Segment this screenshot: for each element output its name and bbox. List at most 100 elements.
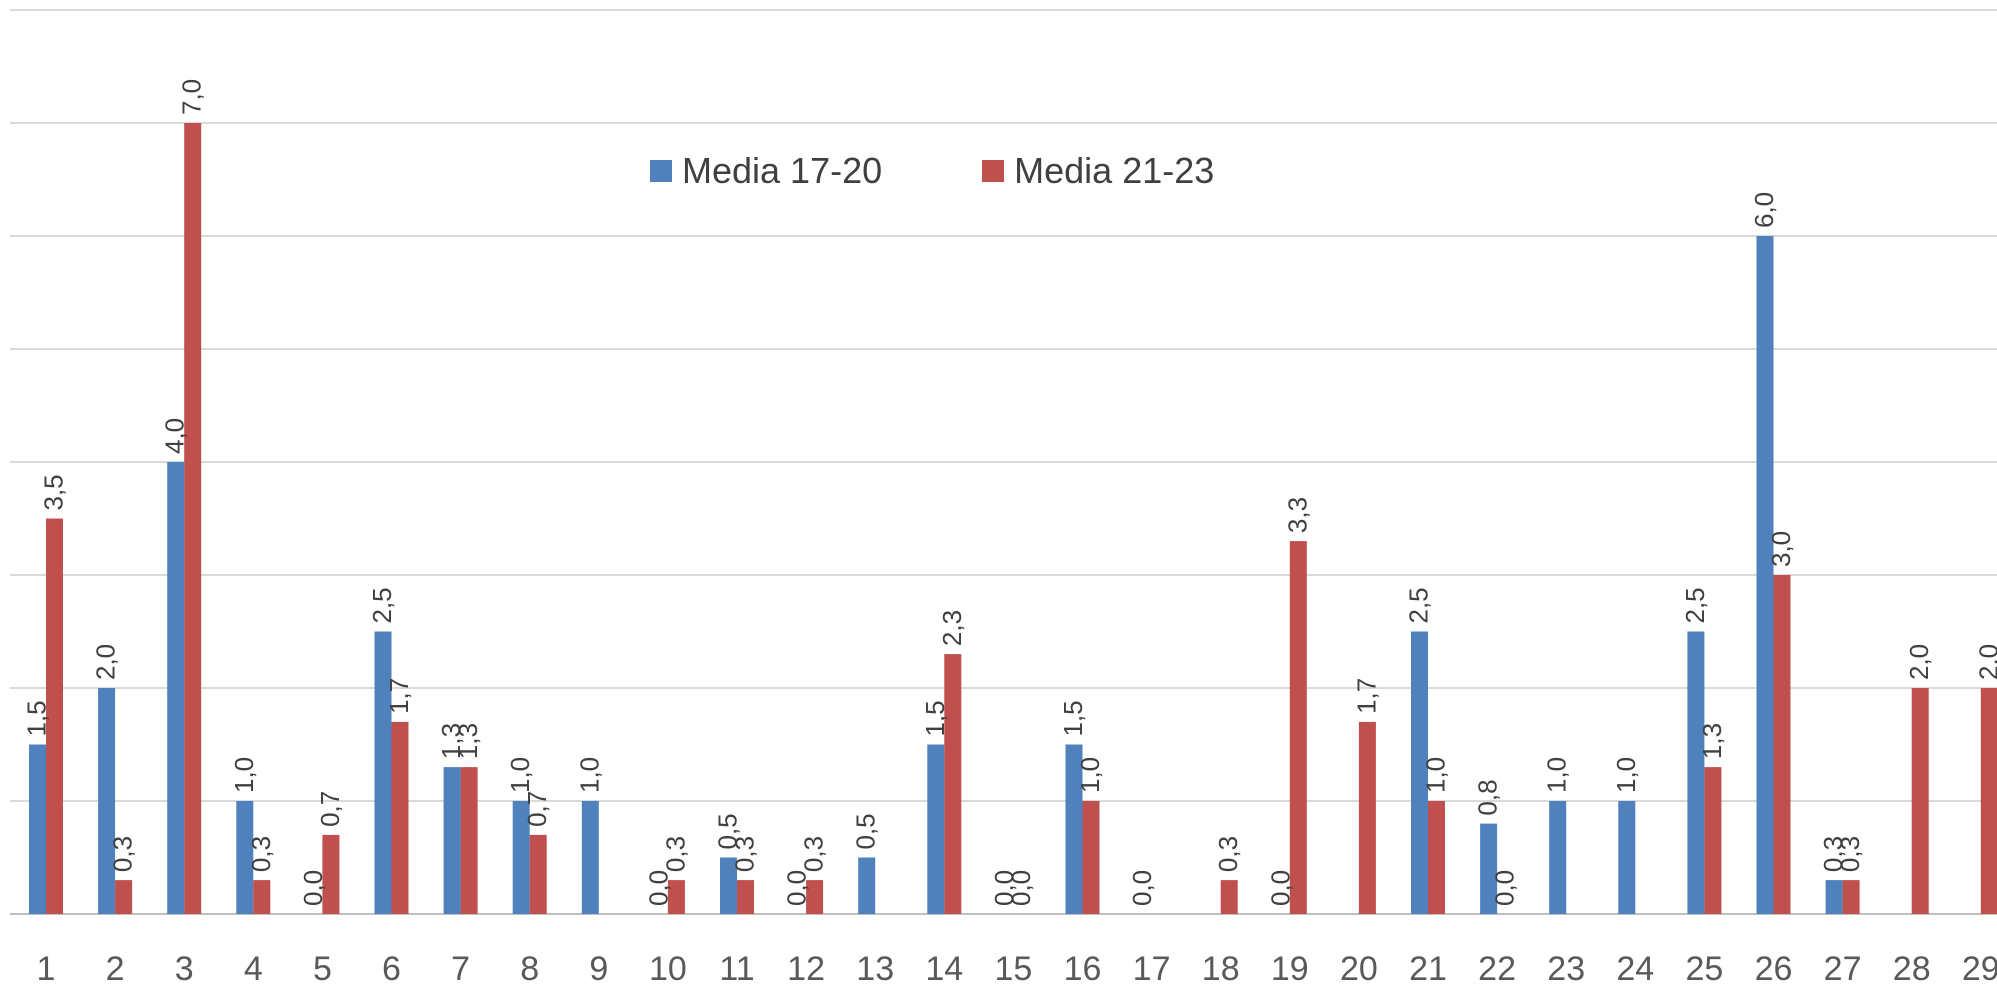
data-label-series-2-cat-11: 0,3 (730, 836, 760, 872)
data-label-series-2-cat-10: 0,3 (660, 836, 690, 872)
x-axis-ticks: 1 2 3 4 5 6 7 8 9 10 11 12 13 14 15 16 17 18 19 20 21 22 23 24 2… (37, 950, 1997, 986)
data-label-series-2-cat-22: 0,0 (1490, 870, 1520, 906)
x-tick-label: 24 (1616, 950, 1654, 986)
x-tick-label: 25 (1685, 950, 1723, 986)
bar-series-1-cat-3 (167, 462, 185, 914)
x-tick-label: 1 (37, 950, 56, 986)
data-label-series-2-cat-14: 2,3 (937, 610, 967, 646)
data-label-series-2-cat-29: 2,0 (1973, 644, 1997, 680)
bar-series-1-cat-11 (720, 857, 737, 914)
data-label-series-2-cat-20: 1,7 (1351, 678, 1381, 714)
data-label-series-1-cat-25: 2,5 (1680, 587, 1710, 623)
data-label-series-1-cat-5: 0,0 (298, 870, 328, 906)
x-tick-label: 13 (856, 950, 894, 986)
bar-series-2-cat-12 (806, 880, 824, 914)
data-label-series-2-cat-5: 0,7 (315, 791, 345, 827)
x-tick-label: 28 (1893, 950, 1931, 986)
x-tick-label: 11 (719, 950, 754, 986)
data-label-series-2-cat-28: 2,0 (1904, 644, 1934, 680)
bar-series-1-cat-22 (1480, 823, 1498, 914)
bar-series-2-cat-11 (737, 880, 754, 914)
data-label-series-1-cat-22: 0,8 (1473, 779, 1503, 815)
data-label-series-2-cat-26: 3,0 (1766, 531, 1796, 567)
data-label-series-2-cat-21: 1,0 (1421, 757, 1451, 793)
legend-label-series-1: Media 17-20 (682, 150, 883, 191)
bar-series-2-cat-3 (184, 123, 202, 914)
bar-series-2-cat-21 (1428, 801, 1445, 914)
x-tick-label: 29 (1962, 950, 1997, 986)
x-tick-label: 2 (106, 950, 125, 986)
bar-series-2-cat-6 (391, 721, 409, 914)
bar-series-1-cat-14 (927, 744, 945, 914)
data-label-series-1-cat-4: 1,0 (229, 757, 259, 793)
data-label-series-1-cat-19: 0,0 (1265, 870, 1295, 906)
bar-series-1-cat-23 (1549, 801, 1567, 914)
x-tick-label: 14 (925, 950, 963, 986)
bar-series-2-cat-4 (253, 880, 271, 914)
bar-series-2-cat-7 (460, 767, 478, 914)
bar-series-1-cat-27 (1825, 880, 1843, 914)
data-label-series-2-cat-25: 1,3 (1697, 723, 1727, 759)
data-label-series-2-cat-16: 1,0 (1075, 757, 1105, 793)
data-label-series-1-cat-23: 1,0 (1542, 757, 1572, 793)
x-tick-label: 22 (1478, 950, 1516, 986)
data-label-series-2-cat-15: 0,0 (1006, 870, 1036, 906)
x-tick-label: 7 (451, 950, 470, 986)
bar-series-2-cat-26 (1773, 575, 1791, 914)
data-label-series-1-cat-8: 1,0 (505, 757, 535, 793)
data-label-series-2-cat-8: 0,7 (522, 791, 552, 827)
bar-series-1-cat-6 (374, 631, 392, 914)
data-label-series-1-cat-3: 4,0 (160, 418, 190, 454)
data-label-series-2-cat-12: 0,3 (799, 836, 829, 872)
bars (29, 123, 1997, 914)
data-label-series-1-cat-11: 0,5 (713, 813, 743, 849)
data-label-series-2-cat-3: 7,0 (177, 79, 207, 115)
data-label-series-1-cat-14: 1,5 (920, 700, 950, 736)
legend-label-series-2: Media 21-23 (1014, 150, 1215, 191)
x-tick-label: 9 (589, 950, 608, 986)
bar-series-2-cat-1 (46, 518, 63, 914)
data-label-series-2-cat-18: 0,3 (1213, 836, 1243, 872)
bar-series-2-cat-20 (1358, 721, 1376, 914)
bar-series-1-cat-24 (1618, 801, 1636, 914)
bar-series-1-cat-7 (443, 767, 461, 914)
x-tick-label: 19 (1271, 950, 1309, 986)
data-label-series-1-cat-9: 1,0 (574, 757, 604, 793)
data-label-series-2-cat-4: 0,3 (246, 836, 276, 872)
data-label-series-1-cat-27: 0,3 (1818, 836, 1848, 872)
bar-series-1-cat-9 (581, 801, 599, 914)
bar-series-1-cat-1 (29, 744, 46, 914)
legend-swatch-series-2 (982, 160, 1005, 182)
data-label-series-2-cat-27: 0,3 (1835, 836, 1865, 872)
x-tick-label: 4 (244, 950, 263, 986)
legend-item-series-1: Media 17-20 (650, 150, 882, 192)
x-tick-label: 8 (520, 950, 539, 986)
bar-series-1-cat-8 (512, 801, 530, 914)
bar-series-2-cat-19 (1289, 541, 1307, 914)
x-tick-label: 5 (313, 950, 332, 986)
bar-series-2-cat-25 (1704, 767, 1722, 914)
data-label-series-2-cat-1: 3,5 (39, 474, 69, 510)
data-labels: 1,53,52,00,34,07,01,00,30,00,72,51,71,31… (22, 79, 1997, 906)
data-label-series-1-cat-17: 0,0 (1127, 870, 1157, 906)
x-tick-label: 17 (1133, 950, 1171, 986)
x-tick-label: 21 (1409, 950, 1447, 986)
legend-item-series-2: Media 21-23 (982, 150, 1214, 192)
data-label-series-2-cat-7: 1,3 (453, 723, 483, 759)
bar-series-1-cat-4 (236, 801, 254, 914)
bar-series-1-cat-21 (1411, 631, 1428, 914)
x-tick-label: 3 (175, 950, 194, 986)
bar-series-2-cat-8 (529, 834, 547, 914)
bar-series-2-cat-10 (667, 880, 685, 914)
x-tick-label: 10 (649, 950, 687, 986)
data-label-series-2-cat-19: 3,3 (1282, 497, 1312, 533)
x-tick-label: 15 (994, 950, 1032, 986)
data-label-series-1-cat-7: 1,3 (436, 723, 466, 759)
x-tick-label: 6 (382, 950, 401, 986)
bar-series-2-cat-28 (1911, 688, 1929, 914)
x-tick-label: 20 (1340, 950, 1378, 986)
data-label-series-1-cat-12: 0,0 (782, 870, 812, 906)
data-label-series-1-cat-21: 2,5 (1404, 587, 1434, 623)
bar-series-1-cat-26 (1756, 236, 1774, 914)
